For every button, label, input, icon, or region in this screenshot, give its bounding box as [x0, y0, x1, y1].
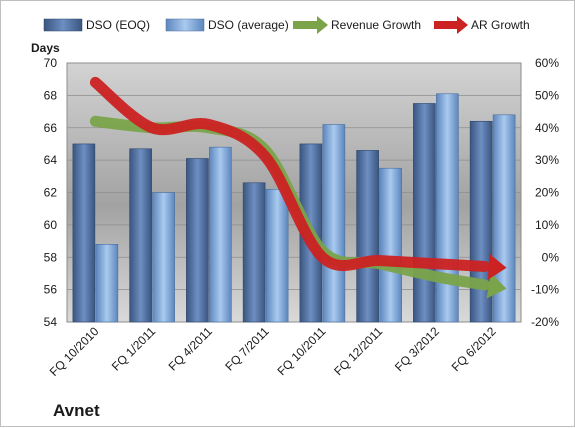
- y-tick-label: 60: [44, 218, 58, 232]
- bars: [72, 93, 516, 323]
- bar-dso-eoq: [356, 150, 379, 323]
- bar-dso-eoq: [72, 143, 96, 323]
- arrowhead-revenue-growth: [486, 272, 507, 299]
- bar-dso-eoq: [242, 182, 266, 323]
- bar-dso-average: [436, 93, 459, 323]
- bar-dso-average: [95, 244, 119, 323]
- x-tick-label: FQ 4/2011: [166, 324, 216, 374]
- x-tick-label: FQ 12/2011: [331, 324, 385, 378]
- legend-label-ar-growth: AR Growth: [471, 18, 530, 32]
- legend-swatch-dso-average: [165, 18, 205, 32]
- legend-item-dso-average: DSO (average): [165, 18, 289, 32]
- legend-swatch-revenue-growth-arrow-icon: [293, 16, 328, 34]
- x-tick-label: FQ 1/2011: [109, 324, 159, 374]
- legend-item-dso-eoq: DSO (EOQ): [43, 18, 150, 32]
- x-tick-label: FQ 7/2011: [222, 324, 272, 374]
- bar-dso-eoq: [469, 120, 493, 323]
- y2-tick-label: 20%: [535, 186, 559, 200]
- y-tick-label: 62: [44, 186, 58, 200]
- company-label: Avnet: [53, 401, 100, 420]
- y-tick-label: 58: [44, 250, 58, 264]
- bar-dso-average: [322, 124, 346, 323]
- y-tick-label: 56: [44, 283, 58, 297]
- y2-tick-label: -10%: [531, 283, 559, 297]
- y2-axis-ticks: -20% -10% 0% 10% 20% 30% 40% 50% 60%: [531, 56, 559, 329]
- bar-dso-average: [152, 192, 175, 323]
- y-tick-label: 68: [44, 88, 58, 102]
- bar-dso-average: [209, 146, 232, 323]
- legend-label-dso-eoq: DSO (EOQ): [86, 18, 150, 32]
- x-tick-label: FQ 6/2012: [449, 324, 499, 374]
- y2-tick-label: -20%: [531, 315, 559, 329]
- y2-tick-label: 10%: [535, 218, 559, 232]
- y2-tick-label: 60%: [535, 56, 559, 70]
- y2-tick-label: 40%: [535, 121, 559, 135]
- arrowhead-ar-growth: [487, 253, 507, 280]
- bar-dso-average: [265, 188, 289, 323]
- legend-swatch-dso-eoq: [43, 18, 83, 32]
- legend-item-revenue-growth: Revenue Growth: [293, 16, 421, 34]
- legend-label-dso-average: DSO (average): [208, 18, 289, 32]
- y-tick-label: 54: [44, 315, 58, 329]
- bar-dso-eoq: [186, 158, 209, 323]
- y2-tick-label: 0%: [542, 250, 560, 264]
- legend-swatch-ar-growth-arrow-icon: [434, 16, 468, 34]
- legend: DSO (EOQ) DSO (average) Revenue Growth A…: [43, 16, 530, 34]
- y-tick-label: 66: [44, 121, 58, 135]
- bar-dso-average: [379, 167, 402, 323]
- y-axis-label: Days: [31, 41, 60, 55]
- x-tick-label: FQ 10/2010: [47, 324, 102, 379]
- bar-dso-eoq: [413, 103, 436, 323]
- x-axis-ticks: FQ 10/2010 FQ 1/2011 FQ 4/2011 FQ 7/2011 FQ …: [47, 324, 499, 379]
- y-tick-label: 64: [44, 153, 58, 167]
- y-axis-ticks: 54 56 58 60 62 64 66 68 70: [44, 56, 58, 329]
- bar-dso-eoq: [129, 148, 152, 323]
- line-ar-growth: [89, 76, 491, 272]
- y-tick-label: 70: [44, 56, 58, 70]
- y2-tick-label: 30%: [535, 153, 559, 167]
- y2-tick-label: 50%: [535, 88, 559, 102]
- x-tick-label: FQ 10/2011: [274, 324, 328, 378]
- x-tick-label: FQ 3/2012: [392, 324, 442, 374]
- legend-item-ar-growth: AR Growth: [434, 16, 530, 34]
- legend-label-revenue-growth: Revenue Growth: [331, 18, 421, 32]
- growth-lines: [89, 76, 507, 299]
